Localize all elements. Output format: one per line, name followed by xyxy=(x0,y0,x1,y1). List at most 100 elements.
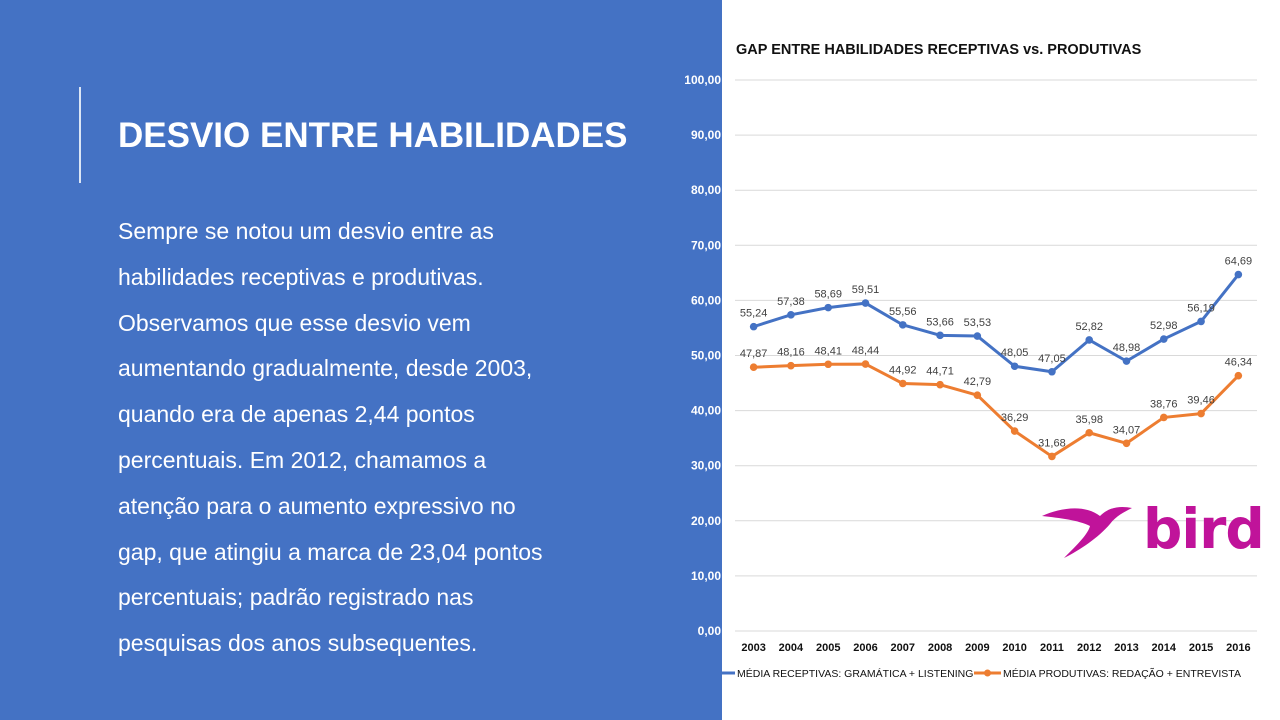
x-tick-label: 2009 xyxy=(965,642,989,654)
series-layer: 55,24 57,38 58,69 59,51 55,56 53,66 53,53 48,05… xyxy=(740,256,1252,461)
data-point xyxy=(1234,270,1243,279)
y-tick-label: 20,00 xyxy=(691,514,721,528)
legend: MÉDIA RECEPTIVAS: GRAMÁTICA + LISTENING M… xyxy=(722,667,1241,680)
x-tick-label: 2004 xyxy=(779,642,804,654)
x-tick-label: 2008 xyxy=(928,642,952,654)
data-label: 64,69 xyxy=(1225,256,1253,268)
data-point xyxy=(787,311,795,319)
body-line: pesquisas dos anos subsequentes. xyxy=(118,630,478,657)
data-label: 52,82 xyxy=(1075,321,1103,333)
legend-label: MÉDIA PRODUTIVAS: REDAÇÃO + ENTREVISTA xyxy=(1003,667,1241,680)
legend-item: MÉDIA RECEPTIVAS: GRAMÁTICA + LISTENING xyxy=(722,667,973,680)
body-line: percentuais; padrão registrado nas xyxy=(118,584,474,611)
slide-body: Sempre se notou um desvio entre as habil… xyxy=(118,209,588,667)
data-label: 44,71 xyxy=(926,366,954,378)
data-point xyxy=(1234,371,1243,380)
body-line: percentuais. Em 2012, chamamos a xyxy=(118,446,487,473)
left-panel xyxy=(0,0,722,720)
y-tick-label: 70,00 xyxy=(691,238,721,252)
data-point xyxy=(1197,317,1205,326)
chart-title: GAP ENTRE HABILIDADES RECEPTIVAS vs. PRO… xyxy=(736,42,1142,58)
bird-logo xyxy=(1040,494,1250,566)
data-point xyxy=(898,321,907,329)
y-tick-label: 10,00 xyxy=(691,569,721,583)
y-tick-label: 100,00 xyxy=(684,73,721,87)
data-label: 48,41 xyxy=(814,345,842,357)
x-tick-label: 2012 xyxy=(1077,642,1101,654)
legend-marker-icon xyxy=(984,669,991,677)
data-point xyxy=(936,380,944,389)
slide-title: DESVIO ENTRE HABILIDADES xyxy=(118,116,628,155)
x-axis-ticks: 2003 2004 2005 2006 2007 2008 2009 2010 2011 2012… xyxy=(741,642,1250,654)
data-label: 46,34 xyxy=(1225,357,1253,369)
logo-text: bird xyxy=(1143,497,1265,561)
data-label: 36,29 xyxy=(1001,412,1029,424)
data-point xyxy=(1197,409,1205,418)
data-point xyxy=(1048,367,1056,376)
data-label: 48,44 xyxy=(852,345,880,357)
data-label: 35,98 xyxy=(1075,414,1103,426)
series-receptivas: 55,24 57,38 58,69 59,51 55,56 53,66 53,53 48,05… xyxy=(740,256,1252,376)
x-tick-label: 2015 xyxy=(1189,642,1213,654)
x-tick-label: 2007 xyxy=(891,642,915,654)
data-label: 55,24 xyxy=(740,308,768,320)
y-tick-label: 80,00 xyxy=(691,183,721,197)
x-tick-label: 2003 xyxy=(741,642,765,654)
data-label: 53,53 xyxy=(964,317,992,329)
y-tick-label: 0,00 xyxy=(698,624,722,638)
legend-label: MÉDIA RECEPTIVAS: GRAMÁTICA + LISTENING xyxy=(737,667,973,680)
body-line: atenção para o aumento expressivo no xyxy=(118,492,516,519)
data-point xyxy=(749,363,758,372)
data-point xyxy=(1010,362,1019,371)
series-line xyxy=(753,362,1240,458)
body-line: Sempre se notou um desvio entre as xyxy=(118,218,494,244)
data-label: 56,19 xyxy=(1187,302,1215,314)
data-point xyxy=(973,391,982,400)
data-label: 34,07 xyxy=(1113,424,1141,436)
data-point xyxy=(1122,357,1131,365)
data-point xyxy=(898,379,907,388)
data-label: 48,16 xyxy=(777,347,805,359)
series-produtivas: 47,87 48,16 48,41 48,44 44,92 44,71 42,79 36,29… xyxy=(740,345,1253,461)
y-tick-label: 50,00 xyxy=(691,349,721,363)
x-tick-label: 2011 xyxy=(1040,642,1064,654)
body-line: gap, que atingiu a marca de 23,04 pontos xyxy=(118,538,543,565)
legend-item: MÉDIA PRODUTIVAS: REDAÇÃO + ENTREVISTA xyxy=(974,667,1241,680)
bird-icon xyxy=(1042,506,1132,558)
data-point xyxy=(861,360,870,368)
data-point xyxy=(824,303,833,312)
y-tick-label: 40,00 xyxy=(691,404,721,418)
y-tick-label: 90,00 xyxy=(691,128,721,142)
data-point xyxy=(787,361,795,370)
data-label: 39,46 xyxy=(1187,395,1215,407)
data-label: 58,69 xyxy=(814,289,842,301)
x-tick-label: 2013 xyxy=(1114,642,1138,654)
body-line: quando era de apenas 2,44 pontos xyxy=(118,401,475,428)
data-point xyxy=(749,322,758,331)
data-point xyxy=(1048,452,1056,461)
y-tick-label: 30,00 xyxy=(691,459,721,473)
data-point xyxy=(1085,336,1094,344)
data-label: 52,98 xyxy=(1150,320,1178,332)
x-tick-label: 2006 xyxy=(853,642,877,654)
x-tick-label: 2010 xyxy=(1002,642,1026,654)
body-line: habilidades receptivas e produtivas. xyxy=(118,263,484,290)
body-line: Observamos que esse desvio vem xyxy=(118,309,471,336)
series-line xyxy=(753,273,1240,374)
data-label: 38,76 xyxy=(1150,398,1178,410)
data-point xyxy=(1010,427,1019,435)
data-label: 59,51 xyxy=(852,284,880,296)
data-point xyxy=(1122,439,1131,448)
data-label: 47,87 xyxy=(740,348,768,360)
data-point xyxy=(973,332,982,340)
data-label: 48,05 xyxy=(1001,347,1029,359)
title-accent-bar xyxy=(79,87,81,183)
x-tick-label: 2014 xyxy=(1152,642,1177,654)
data-label: 53,66 xyxy=(926,316,954,328)
y-tick-label: 60,00 xyxy=(691,293,721,307)
data-point xyxy=(1085,428,1094,437)
y-axis-ticks: 0,00 10,00 20,00 30,00 40,00 50,00 60,00 70,00 8… xyxy=(684,73,721,638)
data-point xyxy=(824,360,833,369)
data-label: 44,92 xyxy=(889,364,917,376)
